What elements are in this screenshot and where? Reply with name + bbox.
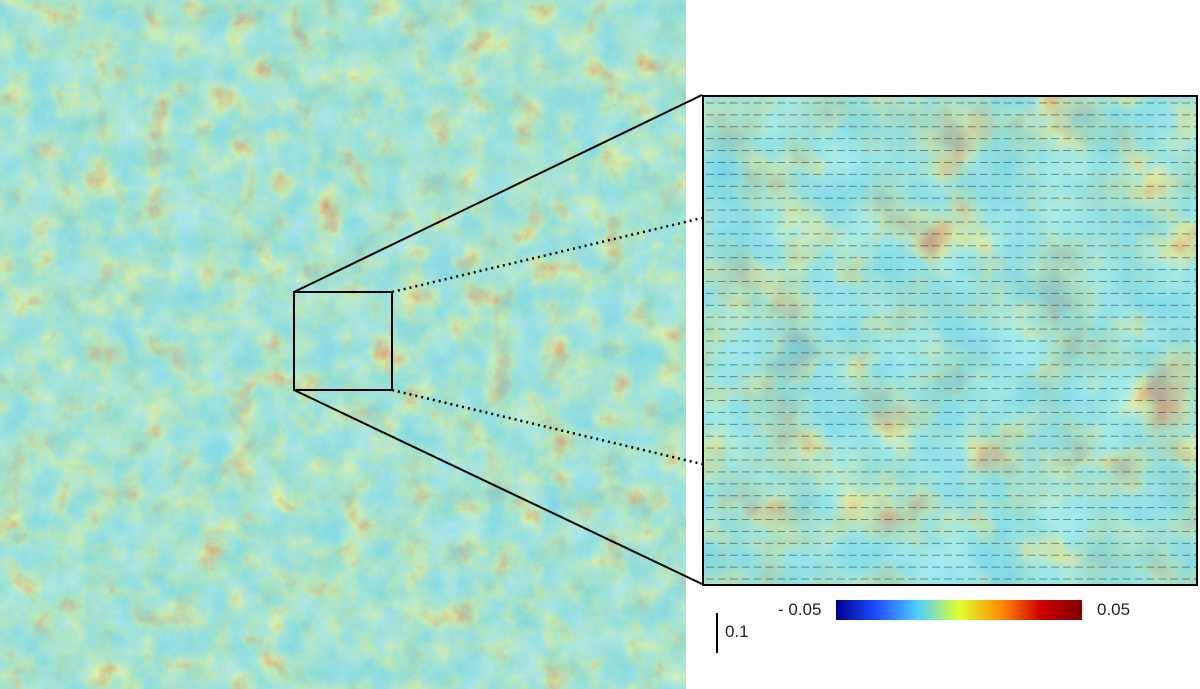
vector-field-overlay: [704, 97, 1196, 584]
colorbar: [836, 600, 1082, 620]
zoomed-inset-map: [702, 95, 1198, 586]
colorbar-min-label: - 0.05: [778, 600, 822, 619]
vector-scale-bar: [716, 613, 718, 653]
scale-bar-label: 0.1: [725, 622, 749, 641]
colorbar-max-label: 0.05: [1097, 600, 1131, 619]
density-field-map: [0, 0, 686, 689]
